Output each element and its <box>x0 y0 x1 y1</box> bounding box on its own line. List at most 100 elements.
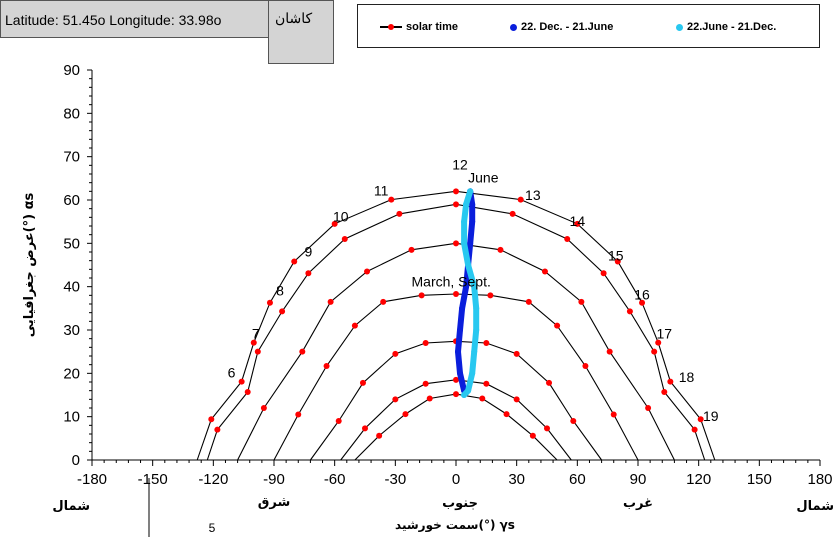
solar-time-point <box>610 411 617 418</box>
solar-time-marker-icon <box>380 24 402 30</box>
solar-time-point <box>479 395 486 402</box>
series-point-june-dec <box>461 240 468 247</box>
direction-north-left: شمال <box>52 499 90 514</box>
solar-time-point <box>408 246 415 253</box>
series-point-june-dec <box>463 201 470 208</box>
solar-time-point <box>513 396 520 403</box>
solar-time-point <box>453 201 459 208</box>
day-curve-1 <box>196 190 716 461</box>
solar-time-point <box>582 362 589 369</box>
hour-label: 19 <box>703 408 719 424</box>
hour-label: 13 <box>525 187 541 203</box>
solar-time-point <box>254 348 261 355</box>
solar-time-point <box>323 362 330 369</box>
solar-time-point <box>513 350 520 357</box>
solar-time-point <box>250 339 257 346</box>
solar-time-point <box>392 350 399 357</box>
series-point-dec-june <box>469 201 476 208</box>
solar-time-point <box>453 376 459 383</box>
hour-label: 18 <box>679 369 695 385</box>
series-point-june-dec <box>461 218 468 225</box>
y-axis-label: عرض جغرافیایی(°) αs <box>22 192 37 337</box>
y-tick-label: 40 <box>63 279 80 296</box>
hour-label: 10 <box>333 209 349 225</box>
solar-time-point <box>453 391 459 398</box>
solar-time-point <box>517 196 524 203</box>
location-box: Latitude: 51.45o Longitude: 33.98o <box>0 0 270 38</box>
solar-time-point <box>362 425 368 432</box>
series-point-dec-june <box>459 305 466 312</box>
solar-time-point <box>529 432 536 439</box>
y-tick-label: 70 <box>63 149 80 166</box>
june-dec-dot-icon <box>676 23 683 31</box>
solar-time-point <box>554 322 561 329</box>
hour-label: 9 <box>304 243 312 259</box>
city-name: کاشان <box>275 10 313 26</box>
solar-time-point <box>351 322 358 329</box>
y-tick-label: 80 <box>63 105 80 122</box>
solar-time-point <box>574 220 581 227</box>
solar-time-point <box>570 418 577 424</box>
solar-time-point <box>238 378 245 385</box>
solar-time-point <box>667 378 674 385</box>
day-curves <box>196 188 716 461</box>
series-point-june-dec <box>465 262 472 268</box>
hour-label: 11 <box>374 183 389 199</box>
x-tick-label: -180 <box>77 471 107 488</box>
day-curve-7 <box>354 393 558 461</box>
legend-item-solar-time: solar time <box>380 21 458 33</box>
series-point-dec-june <box>457 370 464 377</box>
x-tick-label: -60 <box>324 471 346 488</box>
solar-time-point <box>606 348 613 355</box>
hour-label: 15 <box>608 248 624 264</box>
x-tick-label: 180 <box>807 471 832 488</box>
y-tick-label: 20 <box>63 365 80 382</box>
y-tick-label: 60 <box>63 192 80 209</box>
solar-time-point <box>453 188 459 195</box>
solar-time-point <box>614 258 621 265</box>
page-number: 5 <box>209 521 216 535</box>
legend-label-june-dec: 22.June - 21.Dec. <box>687 21 777 33</box>
series-point-june-dec <box>473 327 480 333</box>
solar-time-point <box>564 236 571 242</box>
data-series <box>455 188 480 398</box>
solar-time-point <box>497 246 504 253</box>
hour-label: 7 <box>252 326 260 342</box>
direction-east: شرق <box>258 495 291 510</box>
solar-time-point <box>661 388 668 395</box>
solar-time-point <box>639 299 646 306</box>
solar-time-point <box>214 426 221 433</box>
series-point-dec-june <box>455 348 462 355</box>
solar-time-point <box>453 291 459 298</box>
y-tick-label: 0 <box>72 452 80 469</box>
y-tick-label: 10 <box>63 409 80 426</box>
hour-label: 17 <box>656 326 672 342</box>
solar-time-point <box>359 379 366 386</box>
solar-time-point <box>396 210 403 217</box>
x-tick-label: -120 <box>198 471 228 488</box>
x-tick-label: 90 <box>630 471 647 488</box>
series-point-june-dec <box>465 387 472 394</box>
series-point-june-dec <box>461 392 468 398</box>
solar-time-point <box>600 270 607 277</box>
x-tick-label: -150 <box>138 471 168 488</box>
hour-label: 12 <box>452 157 468 173</box>
x-tick-label: 120 <box>686 471 711 488</box>
solar-time-point <box>697 416 704 423</box>
legend-item-dec-june: 22. Dec. - 21.June <box>510 21 613 33</box>
solar-time-point <box>525 298 532 305</box>
location-text: Latitude: 51.45o Longitude: 33.98o <box>5 12 222 28</box>
y-tick-label: 30 <box>63 322 80 339</box>
solar-time-point <box>544 425 550 432</box>
solar-time-point <box>426 395 433 402</box>
series-point-june-dec <box>471 283 478 290</box>
solar-time-point <box>295 411 302 418</box>
solar-time-point <box>341 236 348 242</box>
solar-time-point <box>578 298 585 305</box>
solar-time-point <box>422 380 429 387</box>
x-tick-label: -30 <box>384 471 406 488</box>
x-tick-label: 60 <box>569 471 586 488</box>
legend: solar time 22. Dec. - 21.June 22.June - … <box>357 4 820 48</box>
